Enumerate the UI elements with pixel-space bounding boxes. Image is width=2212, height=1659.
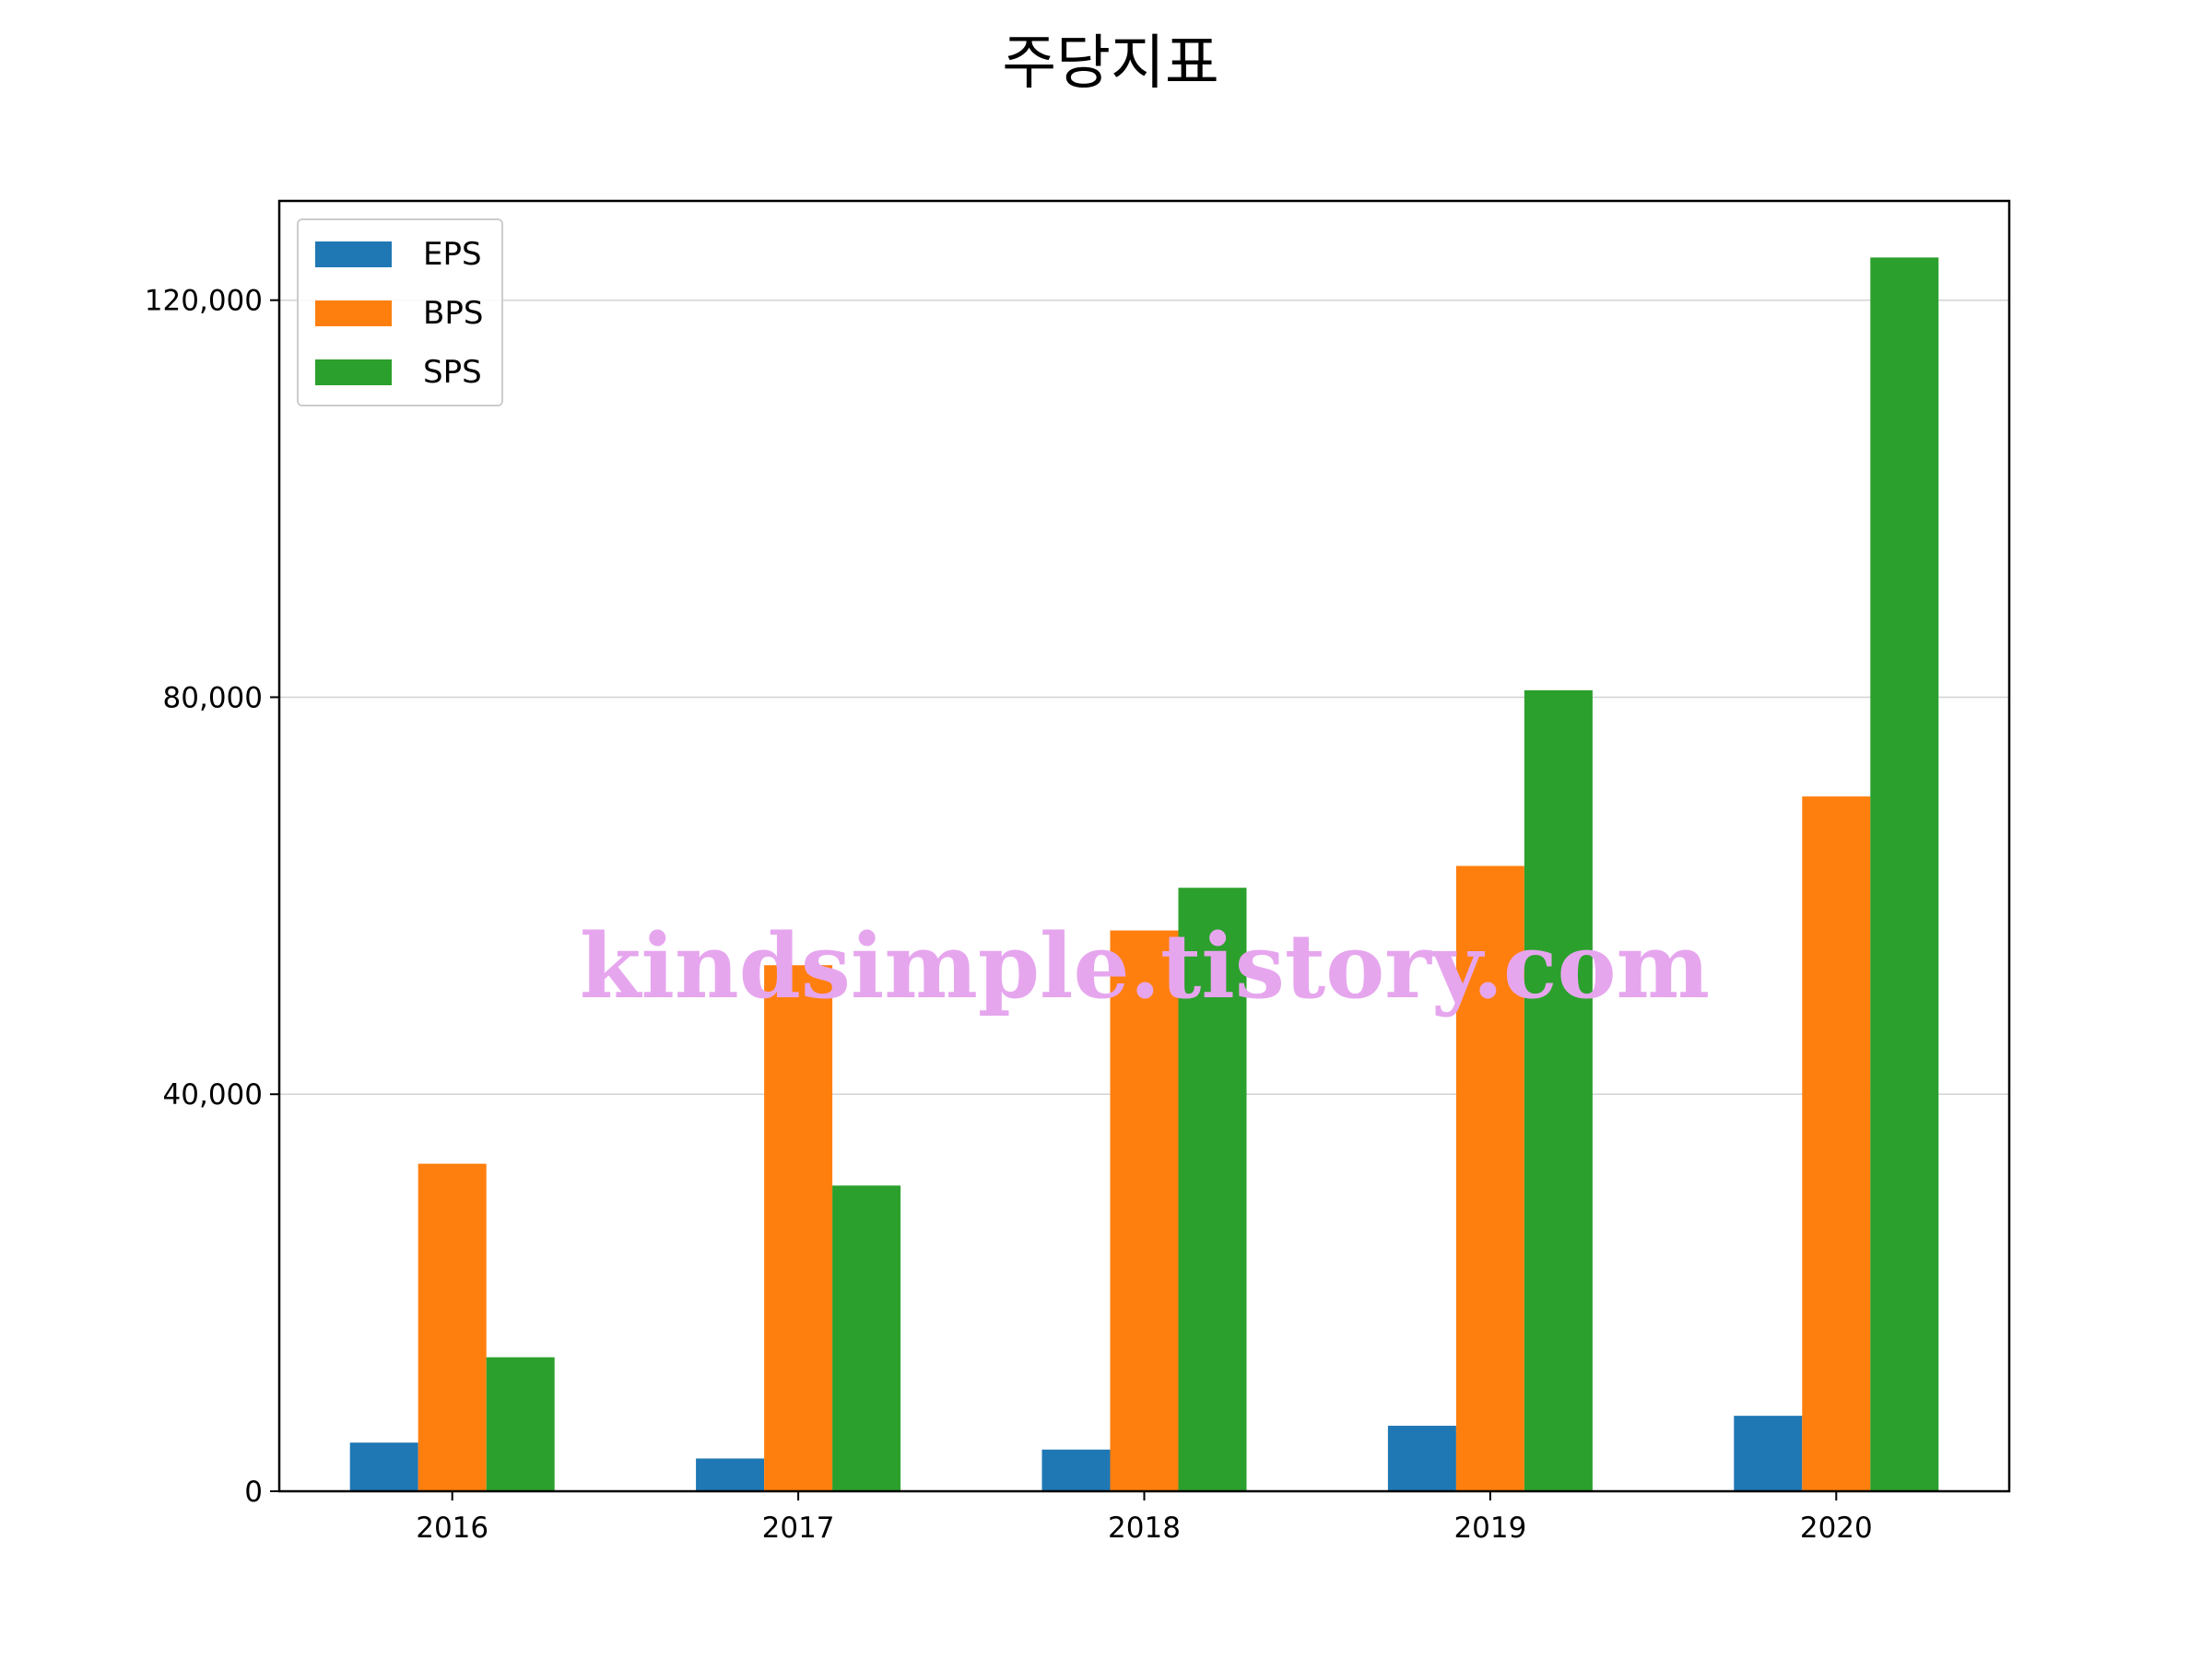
x-tick-label: 2016 [416, 1512, 488, 1545]
bar-bps-2019 [1455, 865, 1524, 1491]
y-tick-label: 120,000 [145, 285, 263, 318]
bar-eps-2020 [1734, 1416, 1803, 1491]
legend-label: SPS [423, 354, 482, 391]
bars [349, 257, 1939, 1491]
bar-sps-2016 [486, 1357, 555, 1491]
bar-eps-2019 [1387, 1425, 1456, 1491]
bar-bps-2020 [1802, 796, 1871, 1491]
bar-eps-2016 [349, 1442, 418, 1491]
legend-swatch-sps [315, 359, 392, 385]
bar-sps-2020 [1870, 257, 1939, 1491]
legend-swatch-eps [315, 241, 392, 267]
bar-eps-2017 [696, 1458, 765, 1491]
bar-sps-2018 [1178, 888, 1247, 1491]
x-tick-label: 2019 [1453, 1512, 1526, 1545]
legend-label: EPS [423, 236, 482, 273]
y-tick-label: 80,000 [163, 681, 263, 714]
bar-bps-2017 [764, 965, 833, 1491]
watermark: kindsimple.tistory.com [580, 914, 1710, 1018]
legend-label: BPS [423, 295, 483, 332]
y-tick-label: 0 [244, 1476, 263, 1509]
bar-bps-2016 [418, 1163, 487, 1491]
x-tick-label: 2020 [1800, 1512, 1873, 1545]
bar-eps-2018 [1041, 1449, 1111, 1491]
x-tick-label: 2018 [1108, 1512, 1181, 1545]
bar-sps-2019 [1524, 689, 1593, 1491]
y-tick-label: 40,000 [163, 1078, 263, 1112]
legend-swatch-bps [315, 300, 392, 326]
x-axis: 2016 2017 2018 2019 2020 [416, 1491, 1873, 1545]
chart-title: 주당지표 [1002, 29, 1219, 98]
x-tick-label: 2017 [762, 1512, 835, 1545]
bar-bps-2018 [1110, 930, 1179, 1491]
bar-sps-2017 [832, 1185, 901, 1491]
legend: EPS BPS SPS [297, 218, 503, 406]
y-axis: 0 40,000 80,000 120,000 [145, 285, 279, 1509]
